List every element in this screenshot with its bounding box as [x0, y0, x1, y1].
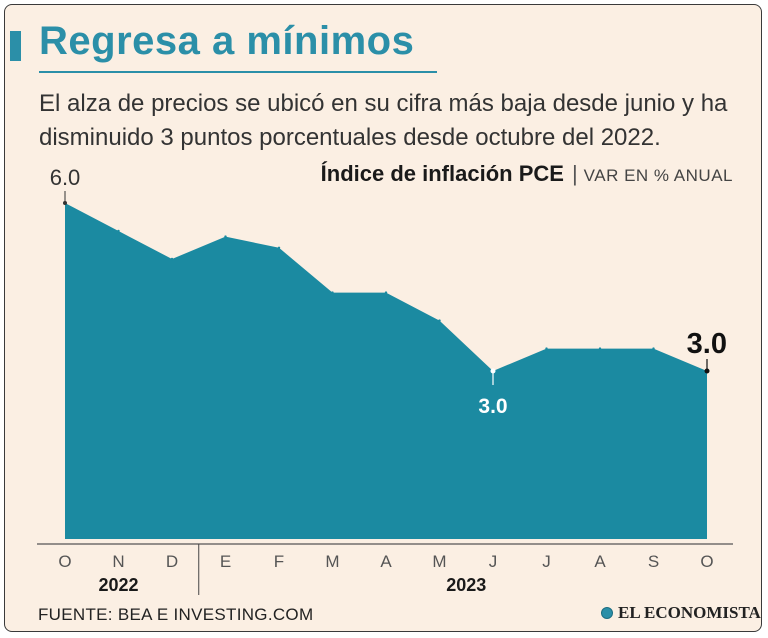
data-point — [438, 319, 441, 322]
annotation-dot — [704, 368, 710, 374]
annotation-dot — [490, 368, 496, 374]
year-label: 2023 — [446, 575, 486, 595]
x-tick-label: A — [380, 552, 392, 571]
annotation-label: 3.0 — [478, 395, 507, 418]
data-point — [598, 347, 602, 350]
x-tick-label: F — [274, 552, 284, 571]
source-note: FUENTE: BEA E INVESTING.COM — [38, 605, 314, 624]
x-tick-label: O — [700, 552, 713, 571]
globe-icon — [601, 607, 613, 619]
data-point — [652, 347, 655, 350]
annotation-label: 6.0 — [50, 165, 81, 190]
data-point — [277, 246, 281, 249]
data-point — [170, 257, 174, 261]
x-tick-label: A — [594, 552, 606, 571]
area-chart: O N D E F M A M J J A S O 2022 2023 6.0 3.0 3.0 — [37, 165, 733, 595]
brand-logo: EL ECONOMISTA — [601, 603, 761, 623]
chart-unit: VAR EN % ANUAL — [583, 166, 733, 185]
data-point — [117, 229, 120, 233]
chart-title-separator: | — [571, 161, 578, 186]
x-tick-label: S — [648, 552, 659, 571]
title-underline — [39, 71, 437, 73]
data-point — [384, 291, 388, 294]
title-accent-bar — [10, 31, 21, 61]
annotation-label: 3.0 — [687, 328, 727, 360]
x-tick-label: J — [542, 552, 551, 571]
x-tick-label: M — [325, 552, 339, 571]
x-tick-label: O — [58, 552, 71, 571]
annotation-dot — [63, 201, 67, 205]
data-point — [224, 235, 227, 238]
x-tick-label: J — [489, 552, 498, 571]
subtitle: El alza de precios se ubicó en su cifra … — [39, 90, 728, 151]
data-point — [331, 291, 334, 294]
brand-name: EL ECONOMISTA — [618, 603, 761, 622]
x-tick-label: D — [166, 552, 178, 571]
chart-title-main: Índice de inflación PCE — [320, 161, 564, 186]
infographic-card: Regresa a mínimos El alza de precios se … — [4, 4, 762, 632]
x-tick-label: N — [112, 552, 124, 571]
x-tick-label: E — [220, 552, 231, 571]
data-point — [545, 347, 548, 350]
year-label: 2022 — [98, 575, 138, 595]
x-tick-label: M — [432, 552, 446, 571]
area-series — [65, 203, 707, 539]
chart-title: Índice de inflación PCE | VAR EN % ANUAL — [321, 161, 733, 187]
page-title: Regresa a mínimos — [39, 19, 415, 63]
